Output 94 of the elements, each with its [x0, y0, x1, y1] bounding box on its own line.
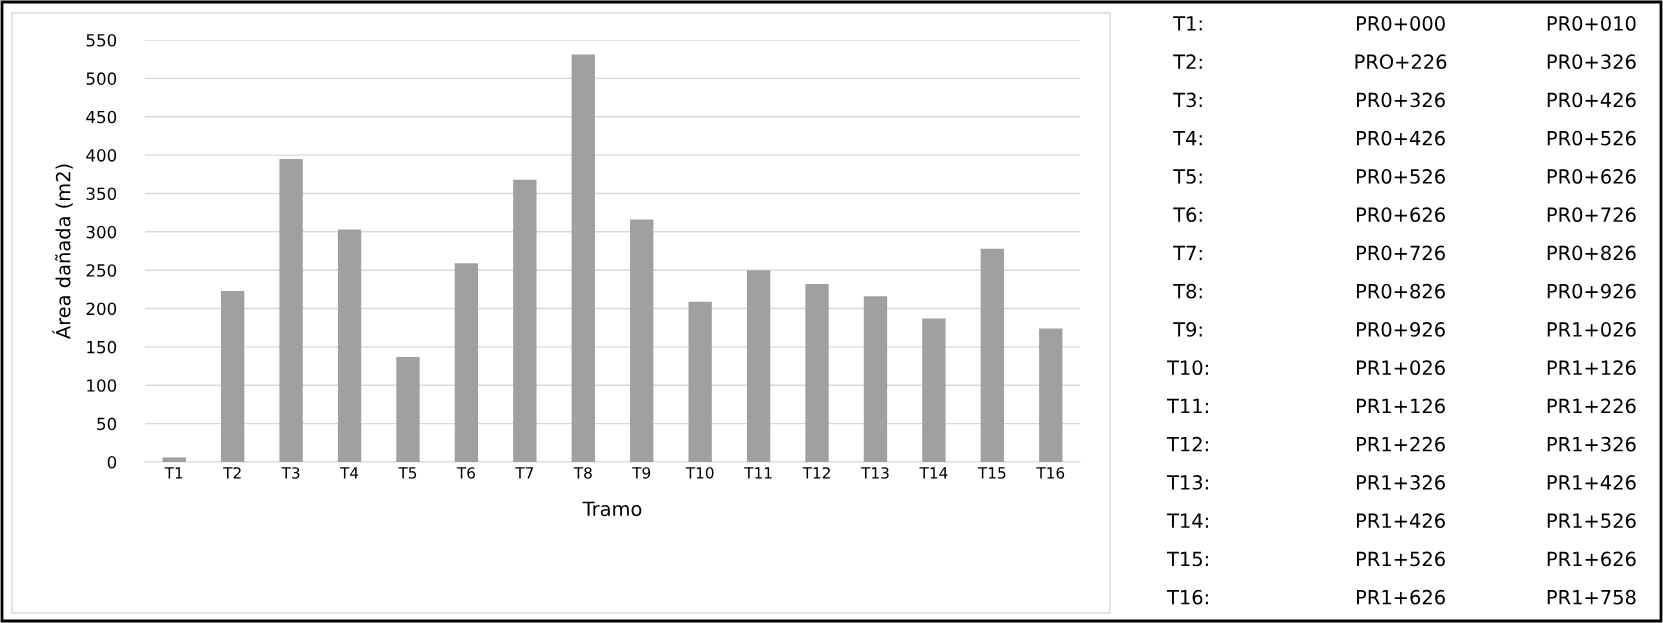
- bar: [1039, 328, 1063, 462]
- x-tick-label: T12: [802, 467, 830, 479]
- text: T10:: [1166, 360, 1208, 376]
- bar: [805, 283, 829, 462]
- text: T14:: [1166, 513, 1208, 528]
- text: PR0+726: [1547, 207, 1636, 223]
- text: T5:: [1173, 169, 1202, 184]
- text: PR1+026: [1357, 360, 1445, 376]
- y-tick-label: 550: [86, 33, 117, 47]
- text: PR0+426: [1357, 130, 1445, 146]
- text: PR1+126: [1547, 360, 1636, 376]
- text: PR0+726: [1357, 245, 1445, 261]
- bar: [396, 356, 420, 462]
- text: PR0+526: [1357, 169, 1445, 184]
- text: PR1+226: [1547, 398, 1636, 414]
- x-tick-label: T10: [685, 467, 714, 479]
- y-tick-label: 100: [87, 379, 117, 392]
- text: PRO+226: [1355, 54, 1447, 70]
- text: PR0+526: [1547, 130, 1636, 146]
- x-axis-title: Tramo: [582, 501, 642, 517]
- bar: [571, 54, 595, 462]
- x-tick-label: T8: [573, 467, 592, 479]
- x-tick-label: T4: [339, 467, 359, 479]
- x-tick-label: T3: [281, 467, 300, 479]
- text: PR1+526: [1357, 551, 1445, 567]
- y-tick-label: 0: [107, 455, 117, 469]
- text: PR0+826: [1547, 245, 1636, 261]
- y-tick-label: 400: [86, 149, 117, 162]
- text: T16:: [1166, 589, 1208, 605]
- text: T2:: [1173, 54, 1202, 69]
- text: PR0+926: [1357, 322, 1445, 337]
- text: T9:: [1173, 322, 1202, 337]
- bar: [630, 219, 654, 462]
- x-tick-label: T1: [164, 467, 183, 479]
- text: PR0+626: [1547, 169, 1636, 184]
- text: PR1+126: [1357, 398, 1445, 414]
- bar: [922, 318, 946, 462]
- x-tick-label: T11: [744, 467, 772, 479]
- text: T8:: [1173, 283, 1202, 299]
- x-tick-label: T5: [398, 467, 417, 479]
- x-tick-label: T15: [977, 467, 1006, 479]
- text: PR1+326: [1547, 436, 1636, 452]
- x-tick-label: T16: [1036, 467, 1065, 479]
- bar: [980, 248, 1005, 462]
- text: PR1+226: [1357, 436, 1445, 452]
- y-tick-label: 200: [86, 302, 117, 316]
- bar: [279, 158, 303, 462]
- x-tick-label: T7: [515, 467, 534, 479]
- text: PR0+326: [1357, 92, 1445, 108]
- text: PR0+010: [1547, 16, 1636, 31]
- y-axis-title: Área dañada (m2): [52, 164, 73, 340]
- x-tick-label: T2: [223, 467, 241, 479]
- text: PR1+626: [1547, 551, 1636, 567]
- x-tick-label: T13: [861, 467, 889, 479]
- text: T1:: [1173, 16, 1202, 31]
- text: PR1+426: [1547, 475, 1636, 490]
- text: PR1+426: [1357, 513, 1445, 529]
- y-tick-label: 50: [97, 417, 117, 431]
- text: PR1+026: [1547, 322, 1636, 337]
- text: PR1+326: [1357, 475, 1445, 490]
- text: T6:: [1173, 207, 1202, 223]
- y-tick-label: 350: [86, 187, 117, 201]
- text: PR0+426: [1547, 92, 1636, 108]
- bar: [513, 179, 537, 462]
- text: T13:: [1166, 475, 1208, 490]
- bar: [454, 263, 479, 462]
- y-tick-label: 250: [86, 264, 117, 277]
- bar: [688, 301, 712, 462]
- y-tick-label: 300: [86, 225, 117, 239]
- x-tick-label: T9: [632, 467, 651, 479]
- text: PR0+326: [1547, 54, 1636, 70]
- bar: [337, 229, 362, 462]
- text: PR0+626: [1357, 207, 1445, 223]
- y-tick-label: 450: [86, 110, 117, 124]
- text: PR0+826: [1357, 283, 1445, 299]
- y-tick-label: 500: [86, 72, 117, 85]
- x-tick-label: T6: [456, 467, 475, 479]
- text: T15:: [1166, 551, 1208, 567]
- text: PR0+926: [1547, 283, 1636, 299]
- bar: [746, 270, 771, 462]
- text: PR1+758: [1547, 589, 1636, 605]
- text: PR1+626: [1357, 589, 1445, 605]
- text: PR1+526: [1547, 513, 1636, 529]
- text: T11:: [1166, 398, 1208, 413]
- text: T7:: [1173, 245, 1202, 260]
- text: T3:: [1173, 92, 1202, 108]
- text: PR0+000: [1357, 16, 1445, 31]
- text: T4:: [1173, 131, 1202, 146]
- y-tick-label: 150: [87, 340, 117, 354]
- bar: [863, 296, 888, 462]
- bar: [220, 290, 245, 462]
- x-tick-label: T14: [919, 467, 948, 479]
- bar: [162, 457, 186, 462]
- text: T12:: [1166, 436, 1208, 452]
